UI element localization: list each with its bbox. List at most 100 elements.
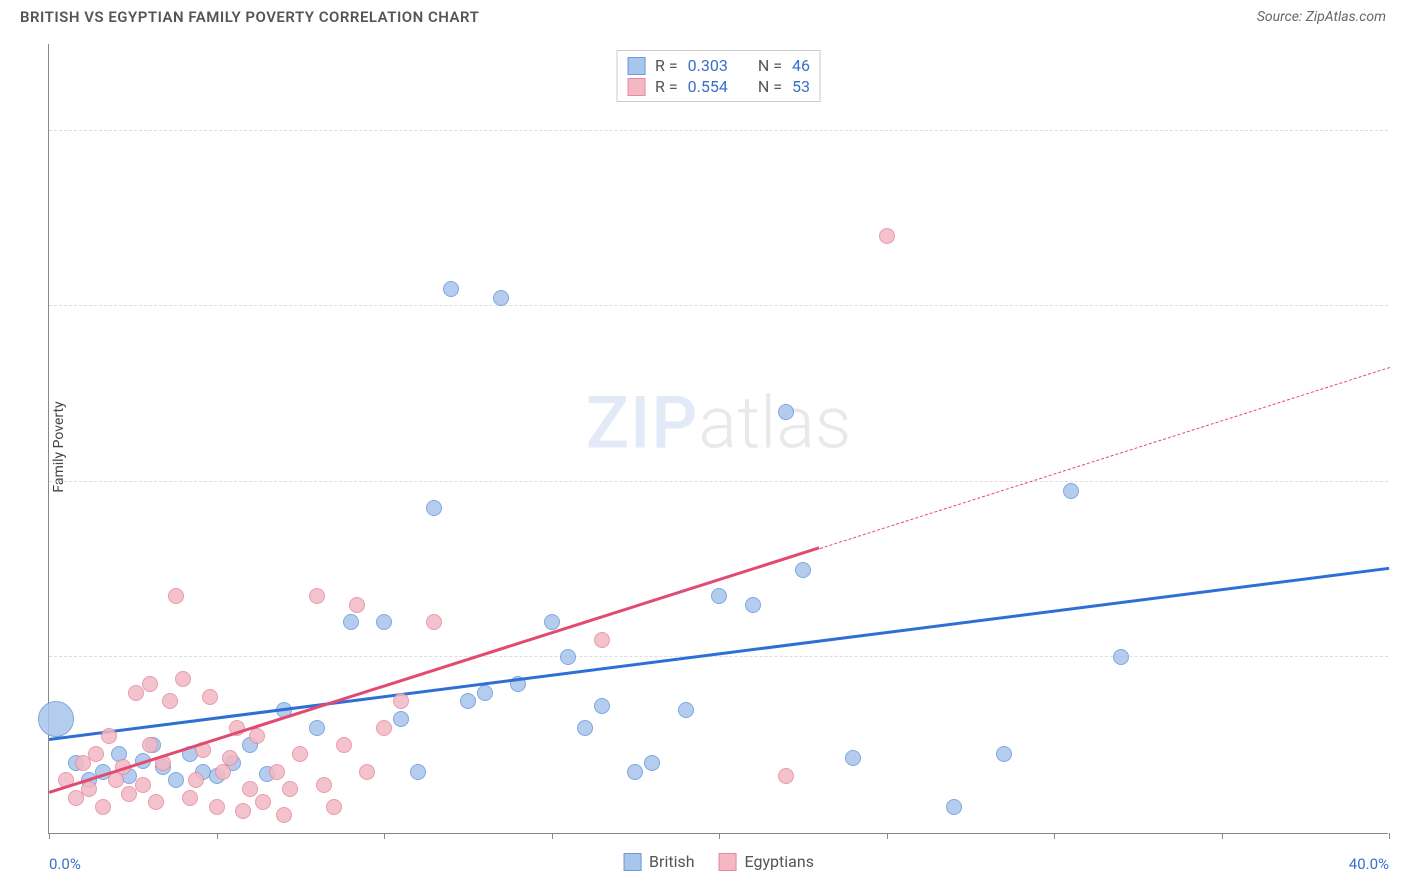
r-value: 0.303 xyxy=(688,56,728,75)
data-point xyxy=(410,764,426,780)
data-point xyxy=(577,720,593,736)
data-point xyxy=(168,588,184,604)
data-point xyxy=(996,746,1012,762)
data-point xyxy=(477,685,493,701)
n-label: N = xyxy=(758,56,782,75)
x-tick-label: 0.0% xyxy=(49,855,81,873)
x-tick xyxy=(217,833,218,839)
legend-swatch xyxy=(627,57,645,75)
data-point xyxy=(711,588,727,604)
data-point xyxy=(162,693,178,709)
data-point xyxy=(242,781,258,797)
data-point xyxy=(544,614,560,630)
data-point xyxy=(393,711,409,727)
correlation-legend: R = 0.303 N = 46 R = 0.554 N = 53 xyxy=(616,50,821,102)
source-attribution: Source: ZipAtlas.com xyxy=(1257,9,1386,25)
x-tick xyxy=(887,833,888,839)
data-point xyxy=(316,777,332,793)
series-legend: British Egyptians xyxy=(623,852,814,871)
data-point xyxy=(627,764,643,780)
x-tick xyxy=(49,833,50,839)
legend-row: R = 0.303 N = 46 xyxy=(627,55,810,76)
r-label: R = xyxy=(655,56,678,75)
data-point xyxy=(778,768,794,784)
data-point xyxy=(202,689,218,705)
legend-item: Egyptians xyxy=(719,852,814,871)
gridline xyxy=(49,305,1388,306)
gridline xyxy=(49,130,1388,131)
data-point xyxy=(376,614,392,630)
data-point xyxy=(101,728,117,744)
data-point xyxy=(678,702,694,718)
data-point xyxy=(188,772,204,788)
data-point xyxy=(142,676,158,692)
x-tick xyxy=(719,833,720,839)
data-point xyxy=(460,693,476,709)
data-point xyxy=(946,799,962,815)
x-tick xyxy=(1222,833,1223,839)
x-tick xyxy=(1054,833,1055,839)
data-point xyxy=(349,597,365,613)
data-point xyxy=(88,746,104,762)
data-point xyxy=(168,772,184,788)
r-value: 0.554 xyxy=(688,77,728,96)
data-point xyxy=(282,781,298,797)
legend-row: R = 0.554 N = 53 xyxy=(627,76,810,97)
y-axis-label: Family Poverty xyxy=(51,401,67,492)
data-point xyxy=(292,746,308,762)
data-point xyxy=(795,562,811,578)
trend-line xyxy=(819,367,1389,549)
r-label: R = xyxy=(655,77,678,96)
chart-title: BRITISH VS EGYPTIAN FAMILY POVERTY CORRE… xyxy=(20,8,479,26)
data-point xyxy=(175,671,191,687)
data-point xyxy=(276,807,292,823)
legend-swatch xyxy=(623,853,641,871)
n-value: 53 xyxy=(792,77,810,96)
data-point xyxy=(778,404,794,420)
data-point xyxy=(845,750,861,766)
data-point xyxy=(38,701,74,737)
data-point xyxy=(1113,649,1129,665)
data-point xyxy=(142,737,158,753)
data-point xyxy=(426,500,442,516)
data-point xyxy=(249,728,265,744)
data-point xyxy=(182,790,198,806)
data-point xyxy=(376,720,392,736)
scatter-chart: Family Poverty ZIPatlas R =0.303N =46R =… xyxy=(48,44,1388,834)
data-point xyxy=(426,614,442,630)
data-point xyxy=(309,588,325,604)
x-tick xyxy=(384,833,385,839)
data-point xyxy=(81,781,97,797)
data-point xyxy=(879,228,895,244)
watermark-atlas: atlas xyxy=(698,380,851,465)
legend-swatch xyxy=(627,78,645,96)
data-point xyxy=(336,737,352,753)
trend-line xyxy=(49,546,820,793)
data-point xyxy=(269,764,285,780)
watermark-zip: ZIP xyxy=(586,380,699,465)
data-point xyxy=(644,755,660,771)
data-point xyxy=(1063,483,1079,499)
n-label: N = xyxy=(758,77,782,96)
legend-label: Egyptians xyxy=(745,852,814,871)
data-point xyxy=(493,290,509,306)
data-point xyxy=(343,614,359,630)
data-point xyxy=(95,799,111,815)
gridline xyxy=(49,481,1388,482)
watermark: ZIPatlas xyxy=(586,380,852,465)
data-point xyxy=(209,799,225,815)
data-point xyxy=(135,777,151,793)
data-point xyxy=(359,764,375,780)
data-point xyxy=(148,794,164,810)
x-tick xyxy=(1389,833,1390,839)
gridline xyxy=(49,656,1388,657)
data-point xyxy=(222,750,238,766)
legend-swatch xyxy=(719,853,737,871)
n-value: 46 xyxy=(792,56,810,75)
x-tick-label: 40.0% xyxy=(1349,855,1389,873)
x-tick xyxy=(552,833,553,839)
data-point xyxy=(309,720,325,736)
legend-label: British xyxy=(649,852,694,871)
data-point xyxy=(393,693,409,709)
legend-item: British xyxy=(623,852,694,871)
